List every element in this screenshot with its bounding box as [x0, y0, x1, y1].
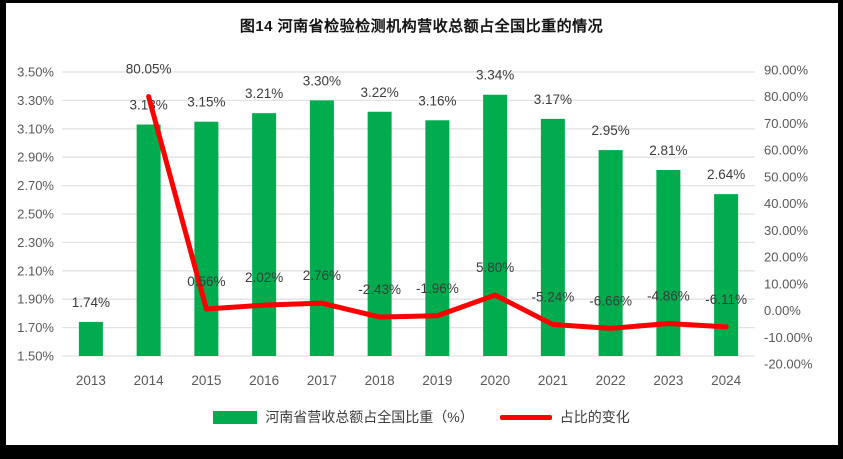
bar-series-swatch — [213, 410, 258, 424]
line-data-label: -6.66% — [589, 293, 632, 308]
x-axis-label: 2015 — [191, 373, 221, 388]
x-axis-label: 2023 — [653, 373, 683, 388]
bar — [483, 94, 508, 356]
bar-data-label: 1.74% — [72, 295, 110, 310]
bar — [309, 100, 334, 357]
bar-data-label: 3.30% — [303, 73, 341, 88]
y-axis-right-tick-label: 90.00% — [764, 63, 809, 78]
x-axis-label: 2014 — [134, 373, 165, 388]
y-axis-right-tick-label: 0.00% — [764, 303, 801, 318]
line-data-label: -5.24% — [531, 290, 574, 305]
line-data-label: 5.80% — [476, 260, 514, 275]
y-axis-right-tick-label: 40.00% — [764, 196, 809, 211]
y-axis-right-tick-label: 20.00% — [764, 250, 809, 265]
y-axis-left-tick-label: 2.90% — [17, 150, 54, 165]
y-axis-left-tick-label: 3.10% — [17, 121, 54, 136]
x-axis-label: 2013 — [76, 373, 106, 388]
y-axis-left-tick-label: 2.50% — [17, 207, 54, 222]
y-axis-right-tick-label: -20.00% — [764, 357, 813, 372]
y-axis-left-tick-label: 2.10% — [17, 263, 54, 278]
bar-series-label: 河南省营收总额占全国比重（%） — [265, 409, 474, 425]
y-axis-right-tick-label: -10.00% — [764, 330, 813, 345]
line-data-label: -1.96% — [416, 281, 459, 296]
line-series-label: 占比的变化 — [559, 409, 630, 425]
y-axis-right-tick-label: 80.00% — [764, 89, 809, 104]
line-data-label: -6.11% — [705, 292, 747, 307]
bar — [598, 150, 623, 356]
line-series-swatch — [499, 414, 552, 420]
bar-data-label: 3.15% — [187, 95, 225, 110]
bar-data-label: 2.95% — [591, 123, 629, 138]
line-data-labels: 80.05% 0.56% 2.02% 2.76% -2.43% -1.96% 5.80% -5… — [126, 62, 747, 309]
y-axis-left-tick-label: 1.50% — [17, 349, 54, 364]
y-axis-right-tick-label: 50.00% — [764, 169, 809, 184]
x-axis-labels: 2013 2014 2015 2016 2017 2018 2019 2020 2021 2022… — [76, 373, 742, 388]
x-axis-label: 2024 — [711, 373, 742, 388]
bar-data-label: 3.34% — [476, 68, 514, 83]
x-axis-label: 2020 — [480, 373, 510, 388]
legend-item-line-series: 占比的变化 — [499, 407, 630, 427]
chart-title: 图14 河南省检验检测机构营收总额占全国比重的情况 — [239, 18, 604, 35]
x-axis-label: 2019 — [422, 373, 452, 388]
line-data-label: 80.05% — [126, 62, 172, 77]
bar-data-label: 2.81% — [649, 143, 687, 158]
y-axis-left-tick-labels: 3.50% 3.30% 3.10% 2.90% 2.70% 2.50% 2.30% 2.10%… — [17, 65, 54, 364]
y-axis-right-tick-label: 10.00% — [764, 276, 809, 291]
bar — [194, 121, 219, 356]
line-data-label: 0.56% — [187, 274, 225, 289]
line-data-label: 2.76% — [303, 268, 341, 283]
bar-data-label: 3.21% — [245, 86, 283, 101]
x-axis-label: 2022 — [596, 373, 626, 388]
bar-data-label: 3.16% — [418, 93, 456, 108]
bar — [656, 169, 681, 356]
y-axis-right-tick-label: 60.00% — [764, 143, 809, 158]
y-axis-left-tick-label: 1.70% — [17, 320, 54, 335]
x-axis-label: 2018 — [365, 373, 395, 388]
x-axis-label: 2016 — [249, 373, 279, 388]
y-axis-left-tick-label: 2.70% — [17, 178, 54, 193]
y-axis-left-tick-label: 3.50% — [17, 65, 54, 80]
bar-data-labels: 1.74%3.13% 3.15%3.21%3.30%3.22%3.16%3.34%… — [72, 68, 746, 310]
bar — [78, 321, 103, 356]
y-axis-right-tick-labels: 90.00% 80.00% 70.00% 60.00% 50.00% 40.00% 30.0… — [764, 63, 813, 372]
bar — [540, 118, 565, 356]
y-axis-right-tick-label: 30.00% — [764, 223, 809, 238]
bar-data-label: 3.22% — [360, 85, 398, 100]
line-data-label: -4.86% — [647, 289, 690, 304]
gridlines — [62, 71, 755, 357]
legend-item-bar-series: 河南省营收总额占全国比重（%） — [213, 407, 474, 427]
bar-data-label: 2.64% — [707, 167, 745, 182]
line-data-label: -2.43% — [358, 282, 401, 297]
x-axis-label: 2017 — [307, 373, 337, 388]
y-axis-left-tick-label: 3.30% — [17, 93, 54, 108]
bar — [425, 120, 450, 356]
y-axis-left-tick-label: 2.30% — [17, 235, 54, 250]
bar — [714, 194, 739, 356]
legend: 河南省营收总额占全国比重（%） 占比的变化 — [0, 407, 843, 427]
bar — [136, 124, 161, 356]
line-data-label: 2.02% — [245, 270, 283, 285]
change-line — [146, 94, 729, 331]
y-axis-right-tick-label: 70.00% — [764, 116, 809, 131]
y-axis-left-tick-label: 1.90% — [17, 292, 54, 307]
bar-data-label: 3.17% — [534, 92, 572, 107]
x-axis-label: 2021 — [538, 373, 568, 388]
bar — [252, 113, 277, 357]
